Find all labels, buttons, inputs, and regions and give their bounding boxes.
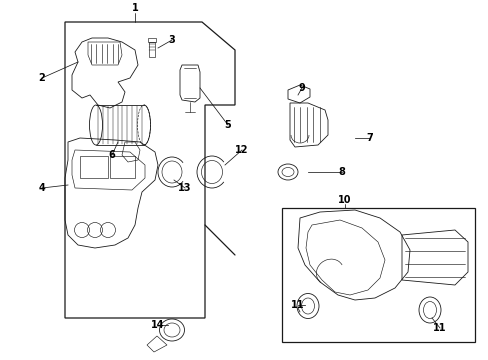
Text: 11: 11 <box>291 300 304 310</box>
Bar <box>282 208 474 342</box>
Text: 4: 4 <box>39 183 45 193</box>
Text: 14: 14 <box>151 320 164 330</box>
Text: 9: 9 <box>298 83 305 93</box>
Text: 2: 2 <box>39 73 45 83</box>
Bar <box>80 156 108 178</box>
Text: 5: 5 <box>224 120 231 130</box>
Text: 13: 13 <box>178 183 191 193</box>
Text: 7: 7 <box>366 133 373 143</box>
Text: 12: 12 <box>235 145 248 155</box>
Text: 1: 1 <box>131 3 138 13</box>
Text: 3: 3 <box>168 35 175 45</box>
Text: 6: 6 <box>108 150 115 160</box>
Bar <box>149 41 155 57</box>
Text: 10: 10 <box>338 195 351 205</box>
Text: 8: 8 <box>338 167 345 177</box>
Bar <box>110 156 135 178</box>
Bar <box>148 37 156 41</box>
Text: 11: 11 <box>432 323 446 333</box>
